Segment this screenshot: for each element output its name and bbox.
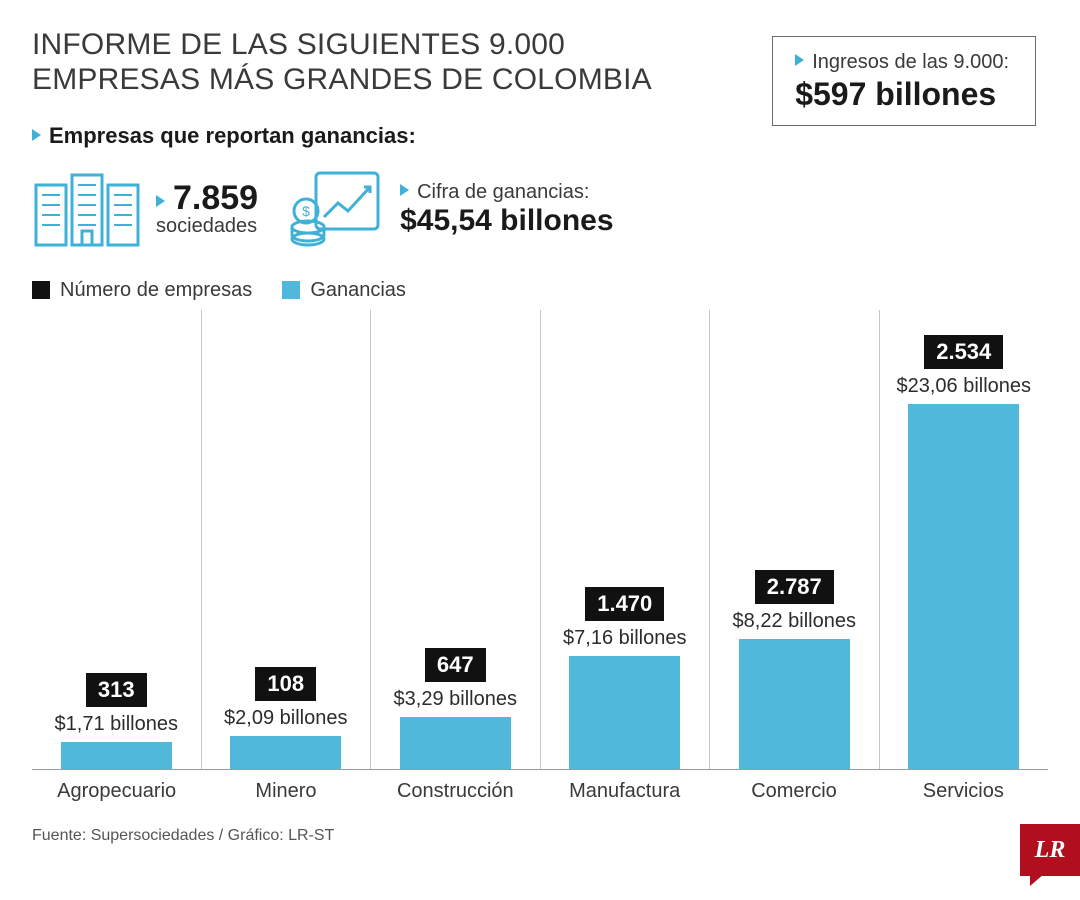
bar xyxy=(908,404,1019,769)
ganancias-label: $23,06 billones xyxy=(896,375,1031,398)
bar xyxy=(61,742,172,769)
sociedades-label-row: 7.859 xyxy=(156,181,258,215)
ganancias-label: $2,09 billones xyxy=(224,707,347,730)
ganancias-label: $3,29 billones xyxy=(394,688,517,711)
bar xyxy=(739,639,850,769)
revenue-label: Ingresos de las 9.000: xyxy=(795,51,1009,74)
empresas-badge: 2.534 xyxy=(924,335,1003,369)
empresas-badge: 647 xyxy=(425,648,486,682)
legend-item-empresas: Número de empresas xyxy=(32,279,252,302)
revenue-value: $597 billones xyxy=(795,76,1009,113)
sociedades-value: 7.859 xyxy=(173,179,258,217)
ganancias-label: $8,22 billones xyxy=(733,610,856,633)
empresas-badge: 108 xyxy=(255,667,316,701)
legend-swatch-blue xyxy=(282,281,300,299)
svg-text:$: $ xyxy=(302,203,310,219)
triangle-icon xyxy=(400,184,409,196)
buildings-icon xyxy=(32,169,142,249)
chart-column: 1.470 $7,16 billones xyxy=(541,310,711,769)
triangle-icon xyxy=(32,129,41,141)
chart-legend: Número de empresas Ganancias xyxy=(32,279,1048,302)
ganancias-total-value: $45,54 billones xyxy=(400,204,613,238)
triangle-icon xyxy=(156,195,165,207)
empresas-badge: 1.470 xyxy=(585,587,664,621)
x-axis-label: Minero xyxy=(201,780,370,803)
chart-column: 108 $2,09 billones xyxy=(202,310,372,769)
x-axis-label: Manufactura xyxy=(540,780,709,803)
ganancias-total-label: Cifra de ganancias: xyxy=(400,181,613,204)
empresas-badge: 2.787 xyxy=(755,570,834,604)
lr-logo-badge: LR xyxy=(1020,824,1080,876)
title-line-2: EMPRESAS MÁS GRANDES DE COLOMBIA xyxy=(32,63,652,96)
sociedades-unit: sociedades xyxy=(156,215,258,238)
x-axis-label: Agropecuario xyxy=(32,780,201,803)
title-line-1: INFORME DE LAS SIGUIENTES 9.000 xyxy=(32,28,565,61)
ganancias-label: $1,71 billones xyxy=(55,713,178,736)
x-axis: AgropecuarioMineroConstrucciónManufactur… xyxy=(32,780,1048,803)
finance-chart-icon: $ xyxy=(286,167,386,251)
stat-ganancias: $ Cifra de ganancias: $45,54 billones xyxy=(286,167,613,251)
chart-column: 2.534 $23,06 billones xyxy=(880,310,1049,769)
section-subtitle: Empresas que reportan ganancias: xyxy=(32,123,1048,149)
x-axis-label: Servicios xyxy=(879,780,1048,803)
infographic-card: INFORME DE LAS SIGUIENTES 9.000 EMPRESAS… xyxy=(0,0,1080,900)
chart-column: 647 $3,29 billones xyxy=(371,310,541,769)
legend-swatch-black xyxy=(32,281,50,299)
ganancias-label: $7,16 billones xyxy=(563,627,686,650)
bar-chart: 313 $1,71 billones 108 $2,09 billones 647 $3,… xyxy=(32,310,1048,770)
revenue-callout: Ingresos de las 9.000: $597 billones xyxy=(772,36,1036,126)
x-axis-label: Construcción xyxy=(371,780,540,803)
empresas-badge: 313 xyxy=(86,673,147,707)
x-axis-label: Comercio xyxy=(709,780,878,803)
bar xyxy=(230,736,341,769)
stat-sociedades: 7.859 sociedades xyxy=(32,169,258,249)
source-footer: Fuente: Supersociedades / Gráfico: LR-ST xyxy=(32,827,1048,845)
legend-item-ganancias: Ganancias xyxy=(282,279,406,302)
chart-column: 2.787 $8,22 billones xyxy=(710,310,880,769)
chart-column: 313 $1,71 billones xyxy=(32,310,202,769)
bar xyxy=(400,717,511,769)
triangle-icon xyxy=(795,54,804,66)
bar xyxy=(569,656,680,769)
stats-row: 7.859 sociedades $ xyxy=(32,167,1048,251)
